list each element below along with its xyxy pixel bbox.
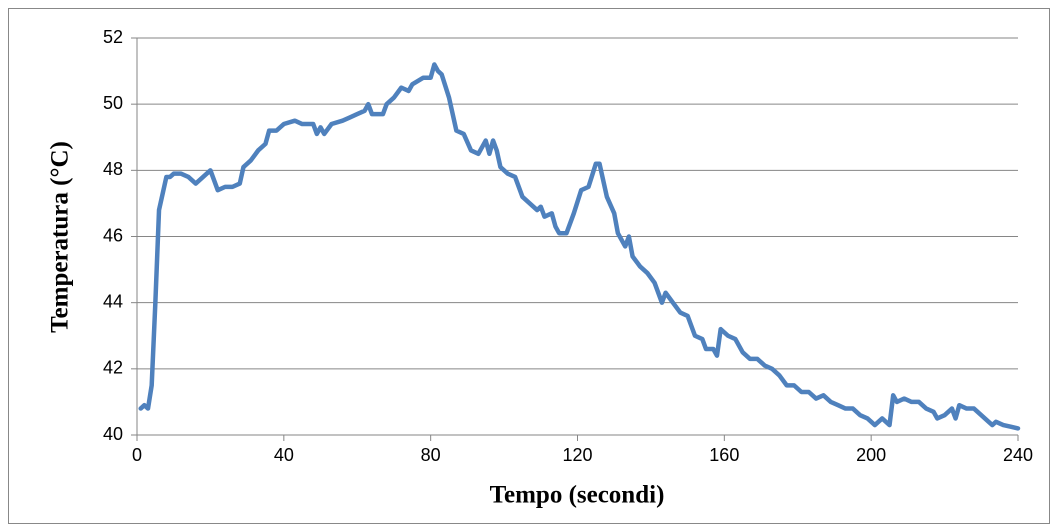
x-tick-label: 40 xyxy=(274,445,294,465)
y-tick-label: 40 xyxy=(103,424,123,444)
y-tick-label: 44 xyxy=(103,291,123,311)
y-tick-label: 48 xyxy=(103,159,123,179)
y-tick-label: 46 xyxy=(103,225,123,245)
x-tick-label: 120 xyxy=(562,445,592,465)
y-axis-title: Temperatura (°C) xyxy=(47,141,74,333)
y-tick-label: 42 xyxy=(103,358,123,378)
y-tick-label: 52 xyxy=(103,27,123,47)
x-tick-label: 160 xyxy=(709,445,739,465)
x-tick-label: 80 xyxy=(421,445,441,465)
x-tick-label: 200 xyxy=(856,445,886,465)
chart-border xyxy=(8,8,1050,524)
x-axis-title: Tempo (secondi) xyxy=(490,482,665,509)
y-tick-label: 50 xyxy=(103,93,123,113)
data-line xyxy=(138,62,1021,431)
x-tick-label: 240 xyxy=(1003,445,1033,465)
x-tick-label: 0 xyxy=(132,445,142,465)
